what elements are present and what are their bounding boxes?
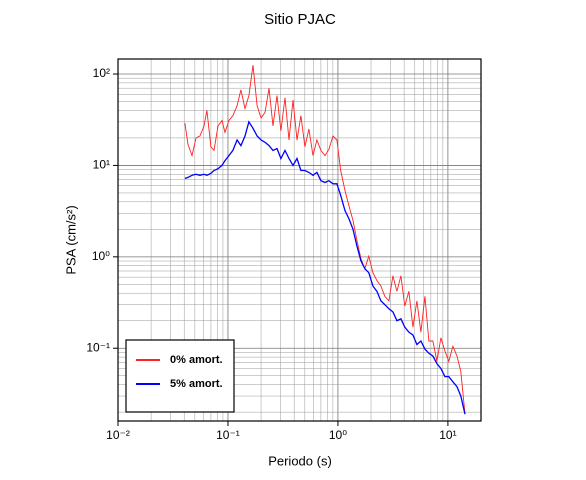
x-tick-label: 10¹ — [439, 428, 456, 442]
legend-box — [125, 339, 235, 413]
series-line — [184, 120, 466, 415]
x-axis-label: Periodo (s) — [268, 453, 332, 468]
y-tick-label: 10⁻¹ — [86, 340, 110, 354]
chart-title: Sitio PJAC — [264, 11, 336, 28]
legend-label: 5% amort. — [170, 378, 223, 390]
y-axis-label: PSA (cm/s²) — [63, 205, 78, 274]
y-tick-label: 10⁰ — [92, 249, 110, 263]
x-tick-label: 10⁻² — [106, 428, 130, 442]
series-line — [184, 65, 466, 415]
plot-frame — [117, 58, 482, 422]
x-tick-label: 10⁰ — [329, 428, 347, 442]
y-tick-label: 10¹ — [93, 158, 110, 172]
x-tick-label: 10⁻¹ — [216, 428, 240, 442]
legend-label: 0% amort. — [170, 354, 223, 366]
y-tick-label: 10² — [93, 66, 110, 80]
